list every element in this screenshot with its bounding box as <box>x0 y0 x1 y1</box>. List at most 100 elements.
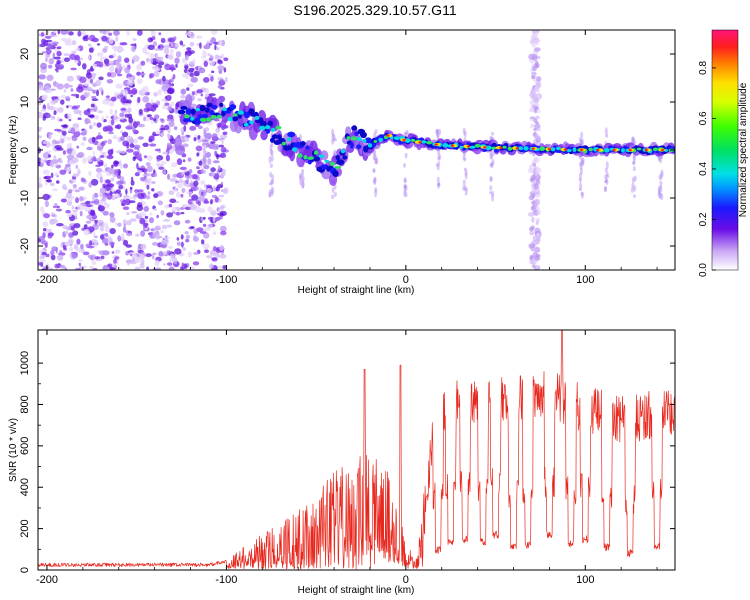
spectrogram-peak <box>466 145 471 148</box>
spectrogram-speckle <box>189 41 195 47</box>
spectrogram-speckle <box>96 122 102 128</box>
spectrogram-speckle <box>193 137 197 142</box>
spectrogram-speckle <box>38 126 43 130</box>
spectrogram-speckle <box>168 266 175 270</box>
spectrogram-speckle <box>87 155 93 163</box>
spectrogram-speckle <box>131 87 138 95</box>
spectrogram-speckle <box>83 224 88 230</box>
spectrogram-stripe <box>331 138 335 145</box>
spectrogram-speckle <box>156 159 160 162</box>
spectrogram-speckle <box>91 194 96 201</box>
spectrogram-speckle <box>116 180 124 186</box>
spectrogram-stripe <box>403 184 407 189</box>
spectrogram-speckle <box>212 185 216 192</box>
spectrogram-speckle <box>106 192 113 200</box>
spectrogram-speckle <box>209 249 216 256</box>
spectrogram-speckle <box>44 54 51 59</box>
spectrogram-speckle <box>199 231 207 234</box>
spectrogram-speckle <box>110 177 115 182</box>
spectrogram-stripe <box>331 187 335 194</box>
spectrogram-speckle <box>54 215 57 220</box>
spectrogram-speckle <box>100 150 103 155</box>
spectrogram-speckle <box>209 39 215 43</box>
spectrogram-speckle <box>114 222 118 226</box>
spectrogram-speckle <box>184 231 189 235</box>
spectrogram-stripe <box>606 174 610 179</box>
spectrogram-speckle <box>60 37 67 42</box>
spectrogram-ridge-body <box>336 159 345 166</box>
spectrogram-stripe <box>491 158 495 165</box>
colorbar: 0.0 0.2 0.4 0.6 0.8 Normalized spectral ampl… <box>698 29 749 277</box>
spectrogram-speckle <box>218 137 225 141</box>
spectrogram-speckle <box>166 224 172 228</box>
spectrogram-speckle <box>108 66 114 73</box>
spectrogram-speckle <box>105 95 110 99</box>
spectrogram-speckle <box>69 53 77 61</box>
spectrogram-speckle <box>188 266 195 270</box>
spectrogram-ridge-core <box>356 136 362 142</box>
spectrogram-speckle <box>180 193 184 198</box>
spectrogram-speckle <box>82 63 87 70</box>
spectrogram-speckle <box>44 242 48 249</box>
spectrogram-speckle <box>52 188 58 192</box>
spectrogram-peak <box>563 148 568 151</box>
spectrogram-speckle <box>87 43 92 47</box>
spectrogram-speckle <box>70 93 78 97</box>
spectrogram-column <box>535 199 539 206</box>
spectrogram-speckle <box>154 67 161 72</box>
spectrogram-speckle <box>42 169 50 175</box>
spectrogram-speckle <box>139 254 145 261</box>
spectrogram-stripe <box>660 169 664 178</box>
spectrogram-speckle <box>71 205 75 210</box>
spectrogram-speckle <box>179 166 187 171</box>
spectrogram-speckle <box>108 101 115 107</box>
spectrogram-ridge-body <box>199 104 206 112</box>
spectrogram-speckle <box>41 51 47 54</box>
spectrogram-speckle <box>163 219 170 222</box>
spectrogram-speckle <box>47 229 52 232</box>
spectrogram-stripe <box>578 172 582 181</box>
spectrogram-ridge-core <box>367 143 373 148</box>
spectrogram-speckle <box>193 180 199 187</box>
spectrogram-speckle <box>42 232 46 239</box>
spectrogram-speckle <box>103 151 107 158</box>
spectrogram-speckle <box>222 131 228 136</box>
spectrogram-speckle <box>55 67 59 73</box>
spectrogram-ridge-core <box>190 116 195 121</box>
spectrogram-speckle <box>132 195 137 201</box>
spectrogram-stripe <box>268 191 272 198</box>
spectrogram-speckle <box>40 62 48 70</box>
spectrogram-speckle <box>139 262 145 269</box>
spectrogram-speckle <box>210 199 213 205</box>
spectrogram-speckle <box>55 165 62 169</box>
spectrogram-speckle <box>69 85 73 88</box>
spectrogram-column <box>528 212 535 217</box>
spectrogram-ytick-label: -20 <box>19 238 31 254</box>
spectrogram-speckle <box>90 254 96 261</box>
spectrogram-column <box>528 108 536 113</box>
spectrogram-speckle <box>97 145 103 152</box>
spectrogram-ridge-body <box>267 120 274 127</box>
spectrogram-speckle <box>187 157 192 162</box>
spectrogram-speckle <box>211 258 218 262</box>
spectrogram-speckle <box>88 170 92 176</box>
spectrogram-speckle <box>217 65 225 71</box>
spectrogram-speckle <box>131 211 138 214</box>
spectrogram-speckle <box>149 53 155 59</box>
spectrogram-speckle <box>68 118 72 122</box>
spectrogram-speckle <box>192 261 200 266</box>
spectrogram-speckle <box>104 226 111 233</box>
spectrogram-speckle <box>59 169 67 175</box>
spectrogram-stripe <box>657 189 661 195</box>
spectrogram-column <box>535 79 541 86</box>
spectrogram-speckle <box>81 265 88 269</box>
spectrogram-speckle <box>216 47 220 51</box>
spectrogram-speckle <box>116 65 123 71</box>
spectrogram-speckle <box>201 56 207 59</box>
spectrogram-speckle <box>57 30 61 35</box>
spectrogram-ridge-core <box>281 141 286 146</box>
spectrogram-speckle <box>122 206 130 210</box>
spectrogram-speckle <box>100 141 106 146</box>
spectrogram-speckle <box>163 47 170 55</box>
spectrogram-speckle <box>120 136 125 142</box>
